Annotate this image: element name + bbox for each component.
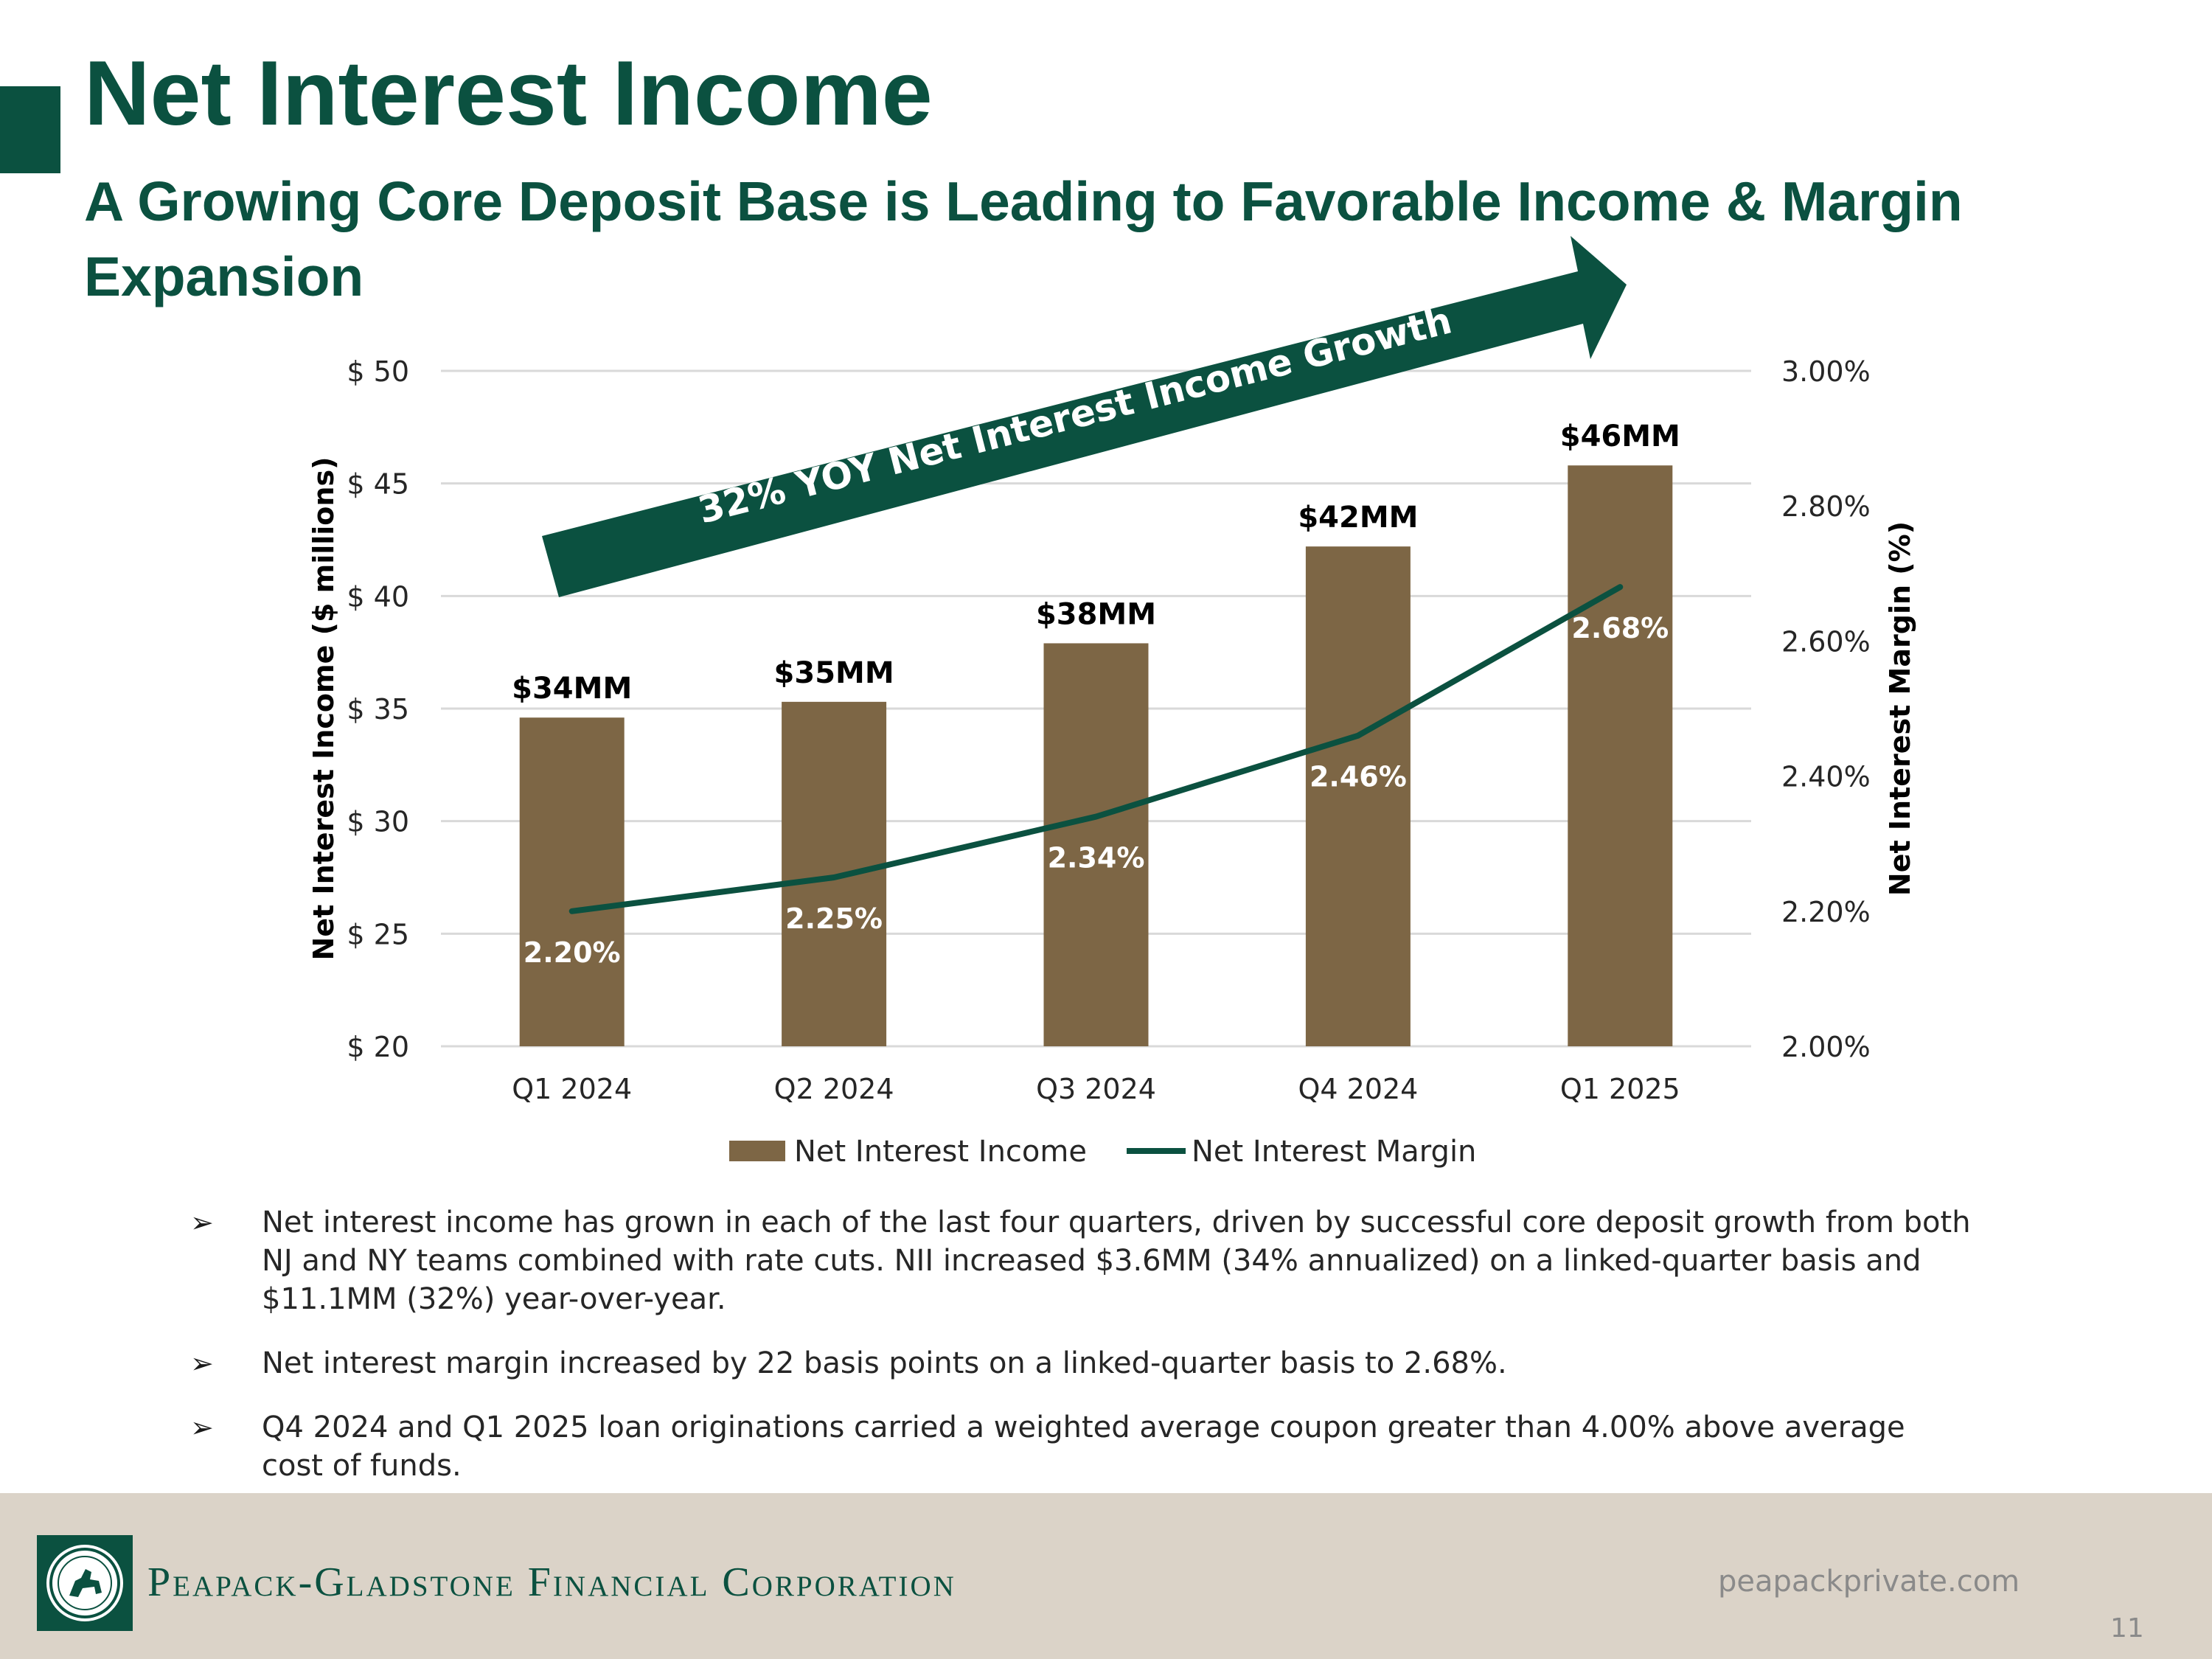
title-accent-block [0,86,60,173]
website-link[interactable]: peapackprivate.com [1718,1565,2020,1599]
margin-value-label: 2.46% [1310,761,1407,793]
left-axis-tick-label: $ 25 [347,918,409,950]
bullet-arrow-icon: ➢ [190,1347,214,1380]
right-axis-tick-label: 2.00% [1781,1031,1871,1063]
bar [782,701,887,1046]
right-axis-tick-label: 2.60% [1781,625,1871,658]
left-axis-tick-label: $ 40 [347,580,409,613]
category-tick-label: Q1 2025 [1560,1073,1680,1105]
category-tick-label: Q3 2024 [1036,1073,1156,1105]
bullet-text: Q4 2024 and Q1 2025 loan originations ca… [262,1411,1905,1483]
chart-bars [519,465,1673,1046]
bar-value-label: $42MM [1298,501,1418,535]
category-tick-label: Q2 2024 [774,1073,894,1105]
growth-arrow-shape [542,236,1627,597]
bullet-text: Net interest margin increased by 22 basi… [262,1346,1507,1380]
right-axis-tick-label: 2.80% [1781,490,1871,523]
legend-swatch-bar [729,1141,785,1161]
company-logo-icon [37,1535,133,1631]
margin-value-label: 2.25% [785,902,883,935]
chart-axes: $ 20 $ 25 $ 30 $ 35 $ 40 $ 45 $ 50 2.00% 2.20% 2.… [307,355,1916,1105]
chart-data-labels: $34MM $35MM $38MM $42MM $46MM 2.20% 2.25% 2.34%… [512,420,1680,969]
page-subtitle: A Growing Core Deposit Base is Leading t… [84,170,1963,307]
growth-arrow-annotation: 32% YOY Net Interest Income Growth [542,236,1627,597]
net-interest-income-chart: $34MM $35MM $38MM $42MM $46MM 2.20% 2.25% 2.34%… [307,236,1916,1169]
legend-label: Net Interest Margin [1192,1135,1476,1169]
footer-bar [0,1493,2212,1659]
category-tick-label: Q4 2024 [1298,1073,1418,1105]
bar [1043,643,1149,1046]
left-axis-tick-label: $ 20 [347,1031,409,1063]
bullet-text: Net interest income has grown in each of… [262,1206,1971,1316]
bar-value-label: $46MM [1560,420,1680,453]
bar [1305,546,1411,1046]
bullet-arrow-icon: ➢ [190,1206,214,1239]
left-axis-tick-label: $ 45 [347,468,409,501]
margin-value-label: 2.20% [524,936,621,969]
bar-value-label: $38MM [1036,597,1156,631]
chart-margin-line [568,584,1624,914]
bullet-item: ➢ Net interest income has grown in each o… [190,1203,1975,1318]
right-axis-tick-label: 2.20% [1781,896,1871,928]
growth-arrow-label: 32% YOY Net Interest Income Growth [694,299,1456,532]
bullet-item: ➢ Net interest margin increased by 22 bas… [190,1344,1975,1382]
bar-value-label: $34MM [512,672,632,706]
bullet-item: ➢ Q4 2024 and Q1 2025 loan originations c… [190,1408,1975,1485]
bar [1568,465,1673,1046]
left-axis-title: Net Interest Income ($ millions) [307,457,340,961]
page-number: 11 [2110,1613,2144,1644]
margin-line-series [568,584,1624,914]
left-axis-tick-label: $ 35 [347,693,409,726]
category-tick-label: Q1 2024 [512,1073,632,1105]
bullet-arrow-icon: ➢ [190,1411,214,1444]
company-name: Peapack-Gladstone Financial Corporation [147,1559,956,1605]
legend-label: Net Interest Income [794,1135,1087,1169]
left-axis-tick-label: $ 30 [347,806,409,838]
margin-value-label: 2.34% [1048,842,1145,874]
bullet-list: ➢ Net interest income has grown in each o… [190,1203,1975,1511]
page-title: Net Interest Income [84,43,933,145]
right-axis-tick-label: 2.40% [1781,761,1871,793]
right-axis-tick-label: 3.00% [1781,355,1871,388]
margin-value-label: 2.68% [1571,612,1669,644]
chart-legend: Net Interest Income Net Interest Margin [729,1135,1476,1169]
bar-value-label: $35MM [774,656,894,690]
left-axis-tick-label: $ 50 [347,355,409,388]
bar [519,717,625,1046]
right-axis-title: Net Interest Margin (%) [1884,521,1916,896]
